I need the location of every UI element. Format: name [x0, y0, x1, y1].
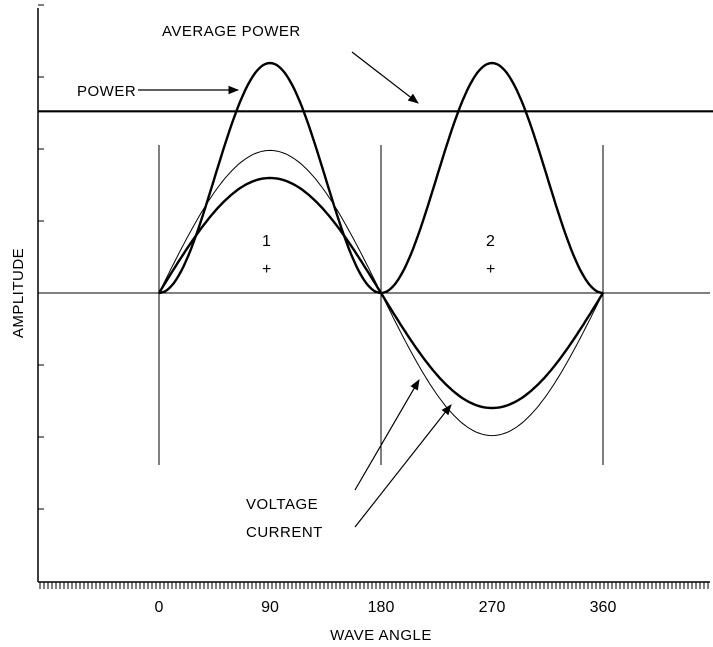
region-1-sign: + — [262, 261, 271, 278]
y-axis-title: AMPLITUDE — [10, 248, 27, 338]
x-tick-label: 90 — [261, 599, 279, 616]
current-arrow — [354, 404, 452, 528]
x-tick-label: 180 — [368, 599, 395, 616]
current-label: CURRENT — [246, 524, 323, 541]
voltage-arrow — [354, 379, 420, 491]
region-1-label: 1 — [262, 233, 271, 250]
x-axis-title: WAVE ANGLE — [330, 627, 432, 644]
average-power-label: AVERAGE POWER — [162, 23, 301, 40]
region-2-label: 2 — [486, 233, 495, 250]
x-tick-label: 270 — [479, 599, 506, 616]
x-tick-label: 360 — [590, 599, 617, 616]
x-tick-label: 0 — [155, 599, 164, 616]
voltage-label: VOLTAGE — [246, 496, 318, 513]
x-axis-minor-ticks — [39, 582, 709, 589]
average-power-arrow — [351, 51, 419, 104]
region-2-sign: + — [486, 261, 495, 278]
y-axis-ticks — [38, 4, 44, 510]
power-label: POWER — [77, 83, 136, 100]
x-tick-labels: 0 90 180 270 360 — [155, 599, 617, 616]
power-curve — [158, 61, 604, 295]
